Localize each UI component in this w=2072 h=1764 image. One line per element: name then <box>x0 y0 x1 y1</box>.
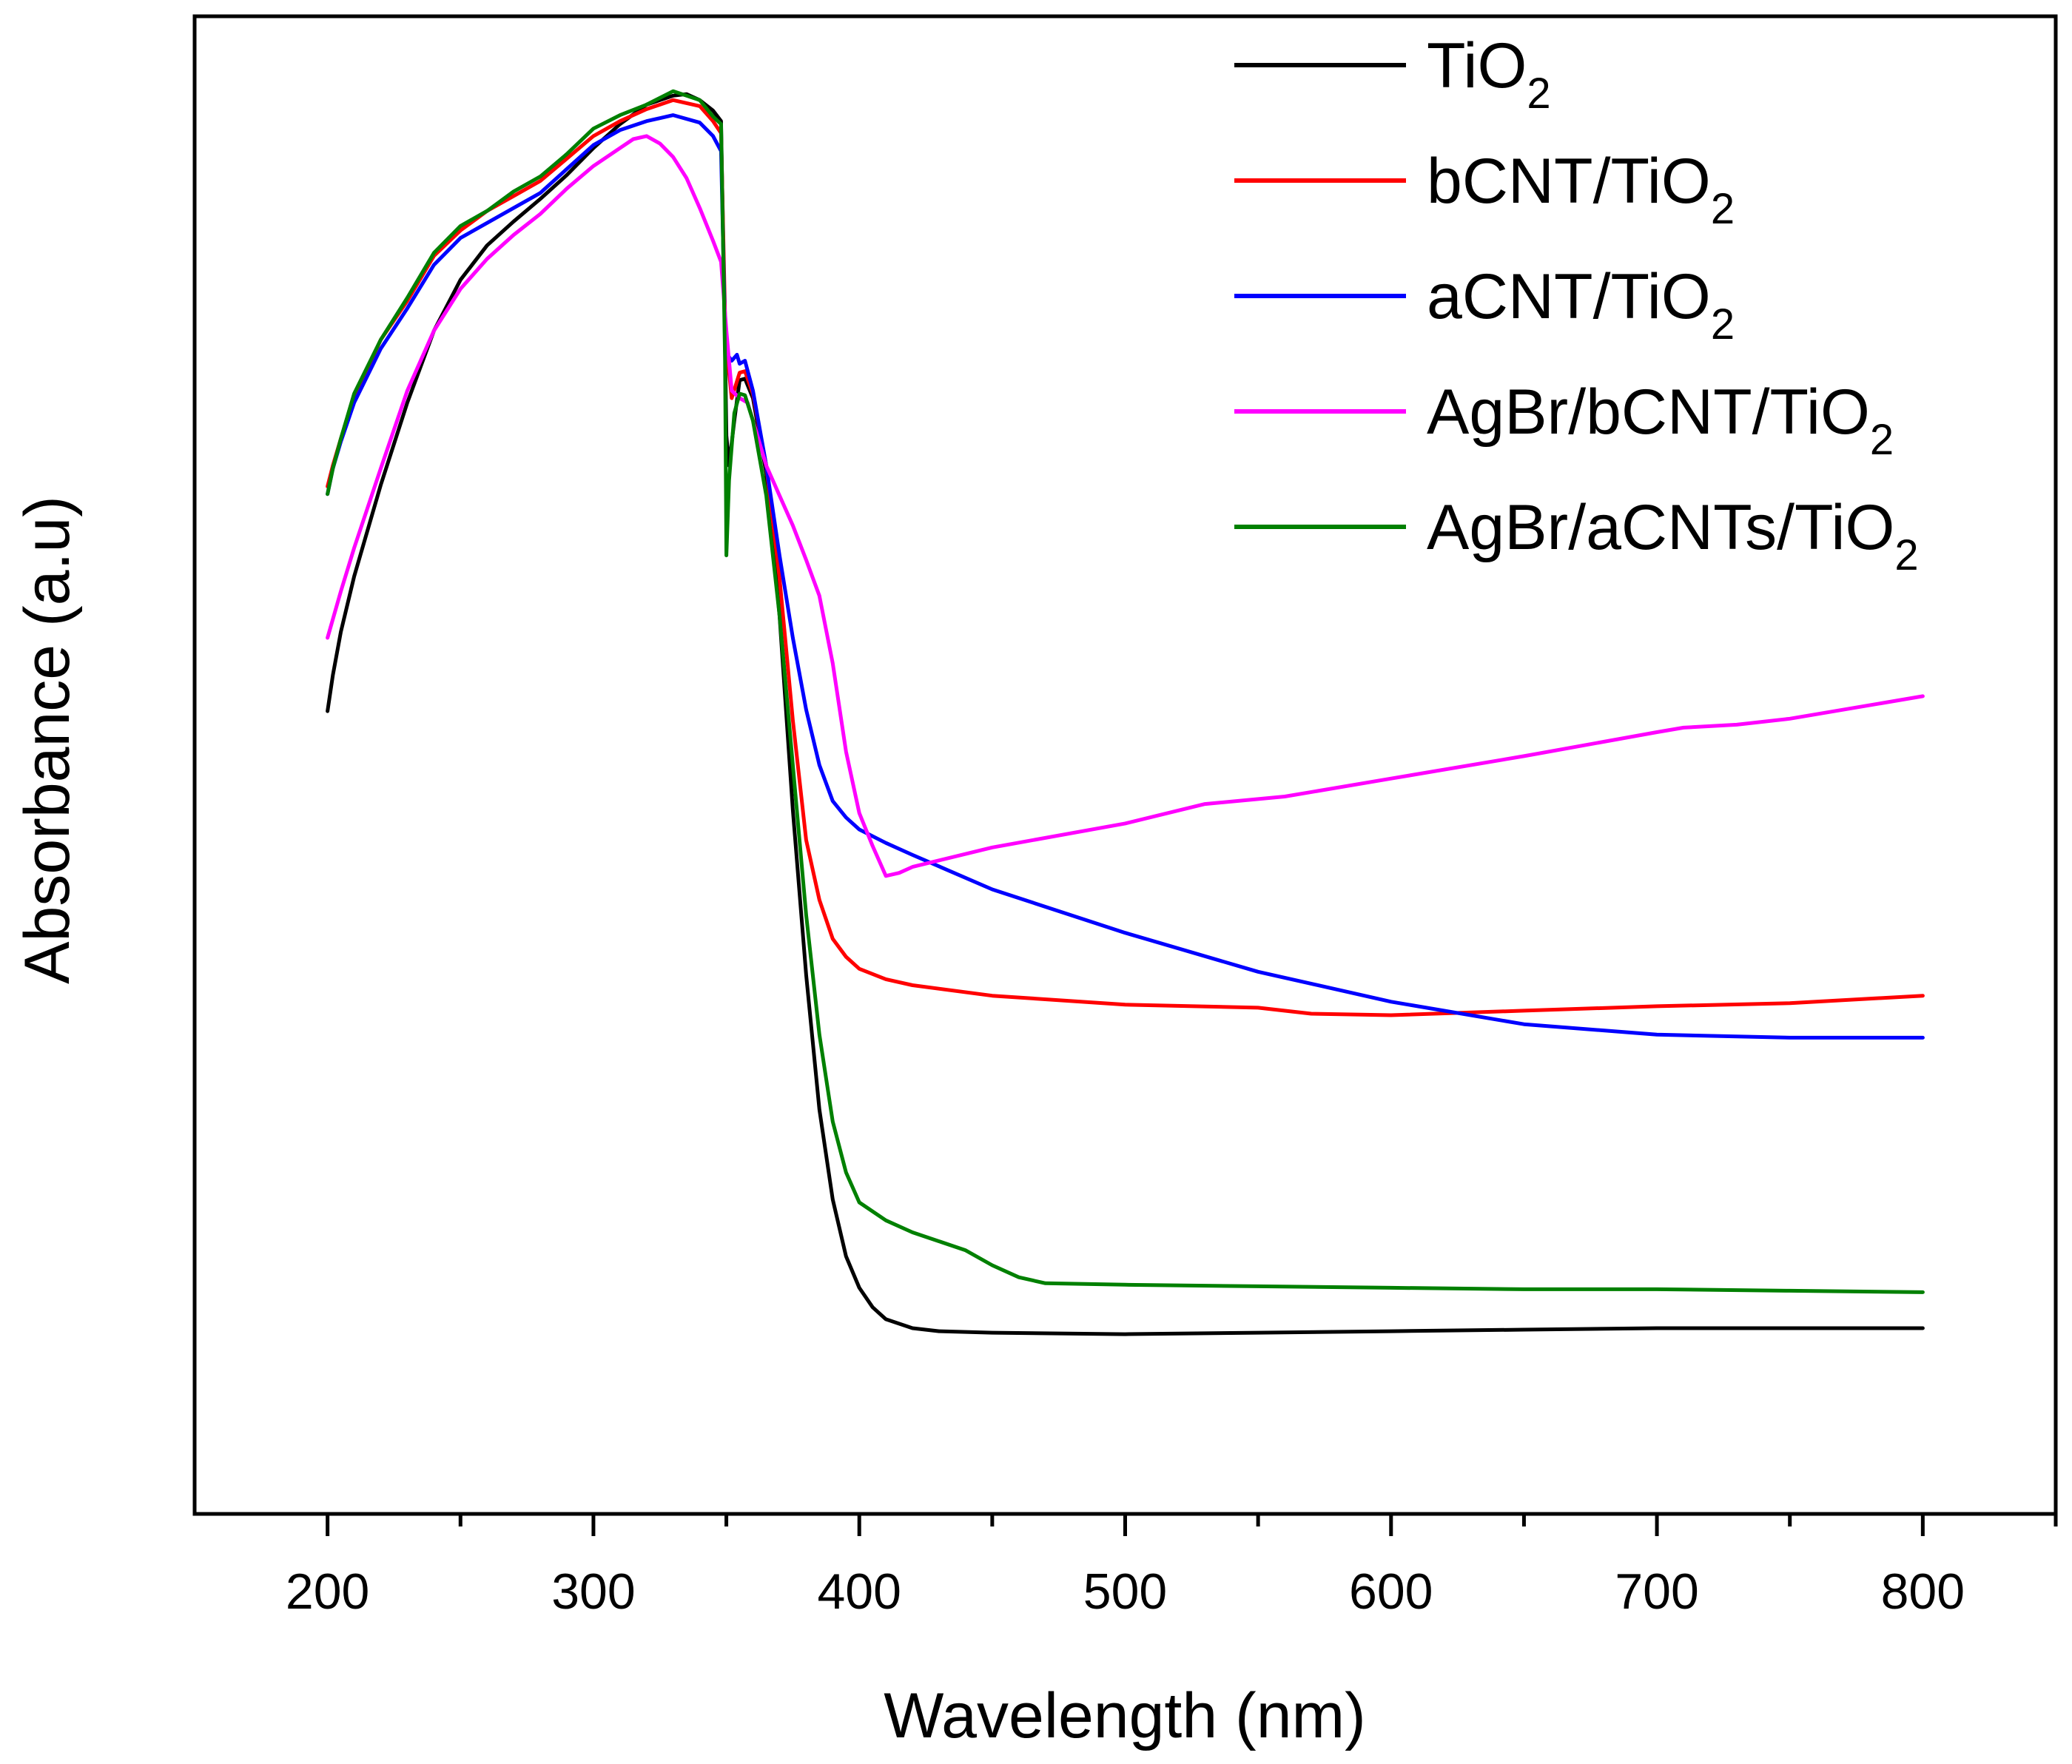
series-line-2 <box>326 113 1925 1040</box>
x-tick-label: 600 <box>1349 1563 1433 1620</box>
legend-label-subscript: 2 <box>1894 531 1918 579</box>
legend-label-main: AgBr/bCNT/TiO <box>1427 377 1870 448</box>
legend-label-subscript: 2 <box>1711 185 1735 233</box>
x-tick-label: 500 <box>1083 1563 1167 1620</box>
y-axis-title: Absorbance (a.u) <box>12 496 83 984</box>
legend-label-main: bCNT/TiO <box>1427 146 1711 217</box>
legend-label-3: AgBr/bCNT/TiO2 <box>1427 377 1894 464</box>
legend-label-subscript: 2 <box>1527 70 1550 118</box>
legend-label-0: TiO2 <box>1427 30 1551 118</box>
legend-label-main: aCNT/TiO <box>1427 261 1711 332</box>
legend-label-subscript: 2 <box>1711 300 1735 349</box>
legend-label-subscript: 2 <box>1870 416 1894 464</box>
x-tick-label: 400 <box>817 1563 901 1620</box>
legend-label-main: AgBr/aCNTs/TiO <box>1427 492 1894 563</box>
x-tick-label: 700 <box>1615 1563 1698 1620</box>
legend-label-main: TiO <box>1427 30 1527 101</box>
x-tick-label: 300 <box>551 1563 635 1620</box>
x-tick-label: 800 <box>1881 1563 1965 1620</box>
series-line-1 <box>326 98 1925 1017</box>
legend: TiO2bCNT/TiO2aCNT/TiO2AgBr/bCNT/TiO2AgBr… <box>1234 30 1919 579</box>
x-tick-label: 200 <box>286 1563 369 1620</box>
x-axis-title: Wavelength (nm) <box>884 1680 1366 1751</box>
legend-label-4: AgBr/aCNTs/TiO2 <box>1427 492 1919 579</box>
legend-label-2: aCNT/TiO2 <box>1427 261 1735 349</box>
x-axis: 200 300 400 500 600 700 800 <box>286 1514 2058 1620</box>
series-line-4 <box>326 89 1925 1294</box>
legend-label-1: bCNT/TiO2 <box>1427 146 1735 233</box>
series-layer <box>326 89 1925 1336</box>
